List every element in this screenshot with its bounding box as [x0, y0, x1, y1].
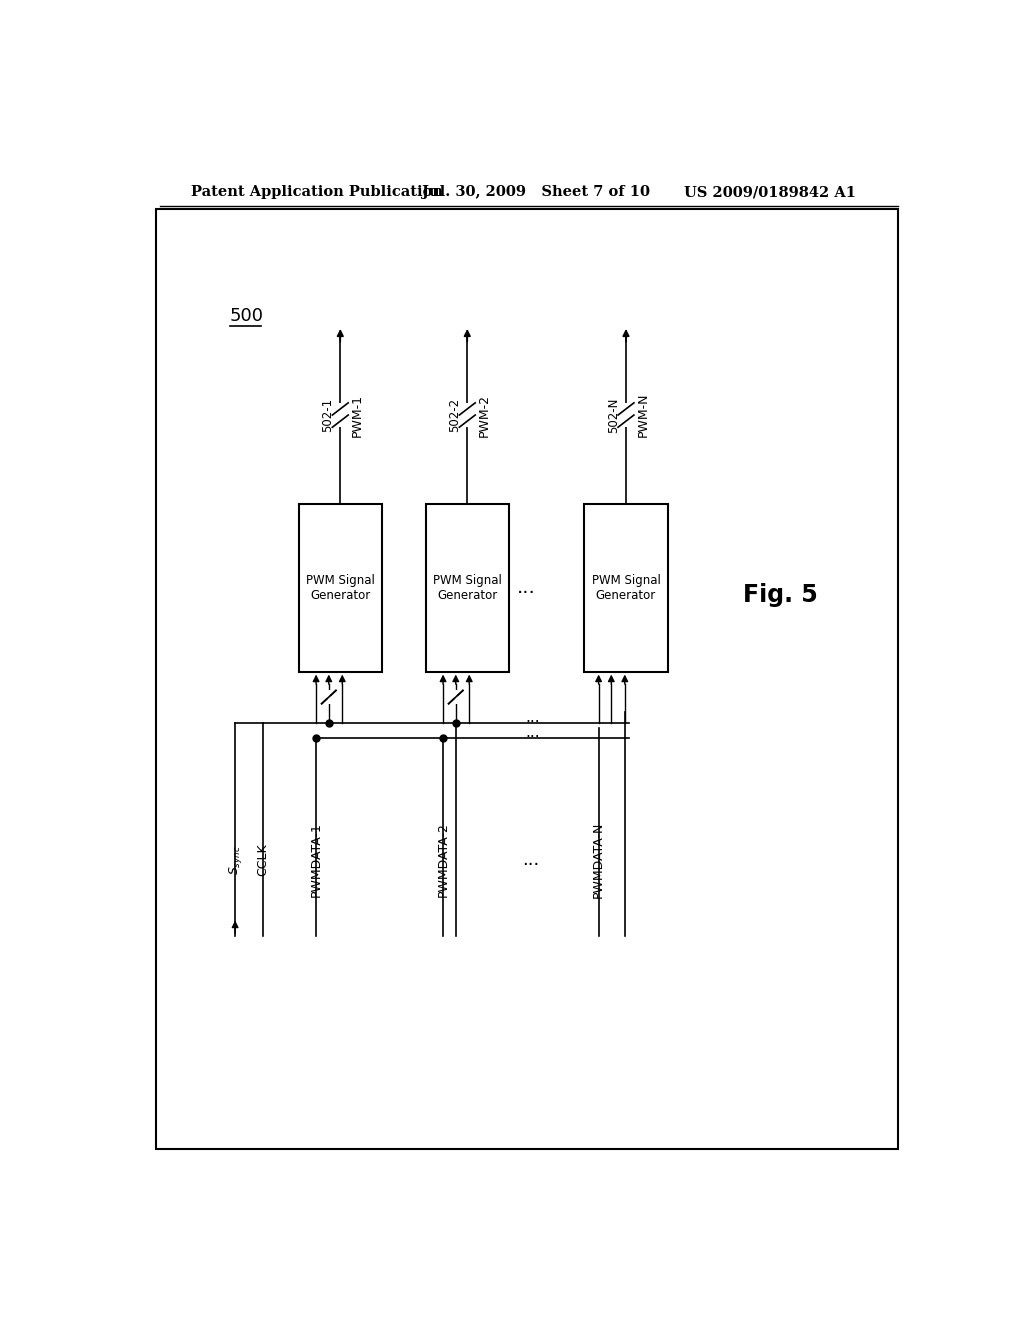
Text: 502-1: 502-1: [322, 397, 334, 432]
Bar: [618, 403, 634, 428]
Text: 500: 500: [229, 308, 263, 325]
Text: 502-2: 502-2: [449, 397, 461, 432]
Bar: [299, 504, 382, 672]
Text: Fig. 5: Fig. 5: [743, 583, 818, 607]
Text: Jul. 30, 2009   Sheet 7 of 10: Jul. 30, 2009 Sheet 7 of 10: [422, 185, 649, 199]
Text: PWM Signal
Generator: PWM Signal Generator: [306, 574, 375, 602]
Text: PWM-2: PWM-2: [478, 393, 492, 437]
Text: PWMDATA-2: PWMDATA-2: [436, 822, 450, 898]
Bar: [426, 504, 509, 672]
Text: PWMDATA-N: PWMDATA-N: [592, 821, 605, 898]
Bar: [322, 690, 336, 704]
Text: 502-N: 502-N: [607, 397, 620, 433]
Bar: [449, 690, 463, 704]
Text: CCLK: CCLK: [256, 843, 269, 876]
Bar: [585, 504, 668, 672]
Bar: [460, 403, 475, 428]
Text: ...: ...: [525, 725, 540, 741]
Text: ...: ...: [525, 710, 540, 725]
Text: PWM-N: PWM-N: [637, 393, 650, 437]
Text: $S_{sync}$: $S_{sync}$: [226, 845, 244, 875]
Text: PWM Signal
Generator: PWM Signal Generator: [592, 574, 660, 602]
Text: US 2009/0189842 A1: US 2009/0189842 A1: [684, 185, 855, 199]
Text: ...: ...: [517, 578, 536, 597]
Text: PWM-1: PWM-1: [351, 393, 365, 437]
Text: PWMDATA-1: PWMDATA-1: [309, 822, 323, 898]
Text: Patent Application Publication: Patent Application Publication: [191, 185, 443, 199]
Bar: [333, 403, 348, 428]
Text: PWM Signal
Generator: PWM Signal Generator: [433, 574, 502, 602]
Text: ...: ...: [522, 850, 540, 869]
